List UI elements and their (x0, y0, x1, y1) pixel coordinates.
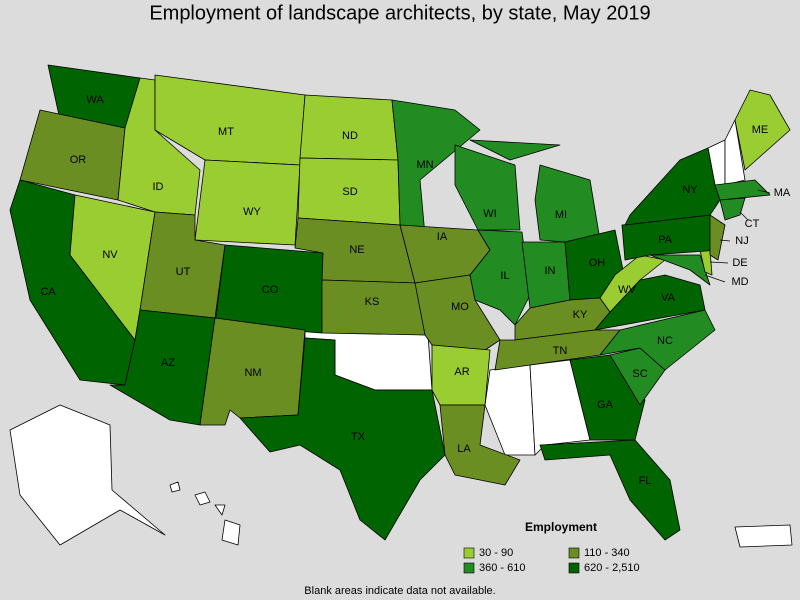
state (239, 337, 446, 541)
state (439, 404, 521, 486)
leader-line (739, 211, 749, 221)
state-label: MO (451, 301, 469, 313)
state-label: KS (365, 296, 380, 308)
state-label: SD (342, 186, 357, 198)
legend-swatch (463, 562, 475, 574)
leader-line (757, 189, 771, 194)
state-label: WY (243, 206, 261, 218)
state-label: WA (86, 94, 104, 106)
state (719, 197, 746, 221)
state-label: SC (632, 368, 647, 380)
state-label: ID (153, 181, 164, 193)
state-label: IL (500, 270, 509, 282)
state-label: CA (40, 286, 56, 298)
legend-label: 360 - 610 (479, 562, 525, 574)
state (709, 214, 726, 261)
state-label: IA (437, 231, 448, 243)
states (9, 64, 791, 541)
legend-swatch (568, 547, 580, 559)
state (649, 254, 711, 286)
state-label: MN (416, 159, 433, 171)
state-label: AR (454, 366, 469, 378)
state (391, 99, 481, 236)
state-no-data (734, 524, 793, 548)
state-no-data (724, 119, 746, 186)
state (194, 159, 301, 246)
state (734, 89, 791, 171)
legend-label: 30 - 90 (479, 547, 513, 559)
state-label: TX (351, 431, 366, 443)
no-data-states (9, 119, 793, 548)
state-label: LA (457, 443, 471, 455)
state-label: NM (244, 367, 261, 379)
state-labels: WA OR CA NV ID MT WY UT CO AZ NM ND SD NE KS TX MN IA MO AR… (40, 94, 791, 487)
state-no-data (484, 364, 536, 456)
leader-lines (704, 189, 771, 283)
state-label: MD (731, 276, 748, 288)
state-label: MA (774, 187, 791, 199)
state (299, 94, 399, 161)
state-label: KY (573, 309, 588, 321)
footnote: Blank areas indicate data not available. (304, 585, 495, 597)
state-label: NJ (735, 235, 748, 247)
leader-line (709, 261, 729, 264)
state-label: ND (342, 130, 358, 142)
state-no-data (529, 359, 591, 456)
state-label: UT (176, 266, 191, 278)
state-label: WI (483, 208, 496, 220)
state-label: FL (639, 475, 652, 487)
state-label: TN (553, 345, 568, 357)
state-label: GA (597, 399, 614, 411)
map-title: Employment of landscape architects, by s… (149, 2, 650, 24)
leader-line (704, 274, 726, 283)
state-label: MT (218, 126, 234, 138)
state (539, 439, 681, 541)
state-no-data (169, 481, 241, 546)
state-label: PA (658, 234, 673, 246)
legend-title: Employment (525, 520, 597, 534)
state-label: OH (589, 257, 606, 269)
state (599, 309, 716, 371)
state-label: CO (262, 284, 279, 296)
state (624, 147, 721, 226)
state (454, 144, 521, 231)
legend-swatch (568, 562, 580, 574)
state-label: NC (657, 335, 673, 347)
legend-label: 620 - 2,510 (584, 562, 640, 574)
state (199, 317, 306, 426)
state (714, 179, 771, 201)
state-label: NE (349, 244, 364, 256)
state-label: NY (682, 184, 698, 196)
leader-line (719, 239, 731, 242)
legend: 30 - 90 110 - 340 360 - 610 620 - 2,510 (463, 547, 640, 574)
state-label: OR (70, 154, 87, 166)
state-label: WV (618, 284, 636, 296)
state-label: CT (745, 218, 760, 230)
state-label: IN (545, 265, 556, 277)
legend-label: 110 - 340 (584, 547, 630, 559)
state-label: DE (732, 257, 747, 269)
state-label: VA (661, 292, 676, 304)
state-label: ME (752, 124, 769, 136)
state-no-data (9, 404, 166, 546)
legend-swatch (463, 547, 475, 559)
state-label: NV (102, 249, 118, 261)
state-label: AZ (161, 357, 175, 369)
state-label: MI (555, 209, 567, 221)
